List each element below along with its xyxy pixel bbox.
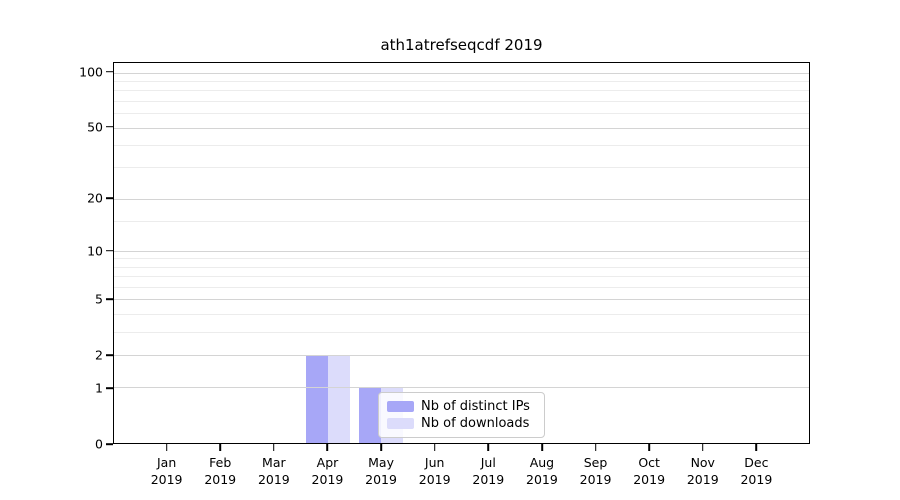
minor-gridline <box>114 258 809 260</box>
y-tick-label: 50 <box>87 119 103 135</box>
x-tick-label: Nov 2019 <box>687 454 719 488</box>
x-tick-month: Dec <box>744 455 769 470</box>
x-tick-mark <box>219 444 222 451</box>
x-tick-label: Dec 2019 <box>740 454 772 488</box>
y-tick-label: 0 <box>95 436 103 452</box>
major-gridline <box>114 72 809 74</box>
y-tick-mark <box>106 443 113 445</box>
major-gridline <box>114 127 809 129</box>
x-tick-month: Nov <box>690 455 715 470</box>
minor-gridline <box>114 220 809 222</box>
minor-gridline <box>114 331 809 333</box>
x-tick-mark <box>273 444 275 451</box>
x-tick-mark <box>648 444 650 451</box>
minor-gridline <box>114 81 809 83</box>
x-axis: Jan 2019 Feb 2019 Mar 2019 Apr 2019 May 2019 Jun 20… <box>113 444 810 500</box>
y-tick-mark <box>106 70 113 73</box>
x-tick-month: Jan <box>156 455 177 470</box>
y-tick-mark <box>106 197 113 200</box>
x-tick-year: 2019 <box>365 472 397 487</box>
bar-apr-series0 <box>305 354 328 443</box>
x-tick-year: 2019 <box>472 472 505 487</box>
x-tick-year: 2019 <box>150 472 183 487</box>
y-tick-label: 2 <box>95 347 103 363</box>
minor-gridline <box>114 90 809 92</box>
y-tick-label: 1 <box>95 380 103 396</box>
x-tick-month: Jun <box>424 455 445 470</box>
legend-label-downloads: Nb of downloads <box>421 416 530 431</box>
y-tick-mark <box>106 298 113 301</box>
minor-gridline <box>114 145 809 147</box>
x-tick-mark <box>433 444 436 451</box>
x-tick-mark <box>541 444 543 451</box>
minor-gridline <box>114 100 809 102</box>
y-tick-mark <box>106 387 113 389</box>
x-tick-label: May 2019 <box>365 454 397 488</box>
y-tick-mark <box>106 354 113 357</box>
y-tick-label: 100 <box>79 64 103 80</box>
y-axis: 0 1 2 5 10 20 50 100 <box>0 62 113 452</box>
x-tick-label: Jun 2019 <box>419 454 451 488</box>
major-gridline <box>114 387 809 389</box>
x-tick-month: Jul <box>480 455 496 470</box>
x-tick-month: Apr <box>316 455 339 470</box>
x-tick-label: Feb 2019 <box>204 454 236 488</box>
legend-swatch-downloads <box>387 418 414 429</box>
y-tick-label: 5 <box>95 291 103 307</box>
legend: Nb of distinct IPs Nb of downloads <box>378 392 545 438</box>
x-tick-mark <box>755 444 758 451</box>
major-gridline <box>114 354 809 356</box>
x-tick-month: Aug <box>529 455 555 470</box>
x-tick-year: 2019 <box>418 472 451 487</box>
minor-gridline <box>114 276 809 278</box>
y-tick-label: 20 <box>87 190 103 206</box>
x-tick-label: Mar 2019 <box>258 454 290 488</box>
x-tick-year: 2019 <box>633 472 666 487</box>
x-tick-mark <box>380 444 382 451</box>
legend-item-downloads: Nb of downloads <box>387 416 536 431</box>
y-tick-mark <box>106 126 113 128</box>
x-tick-mark <box>487 444 490 451</box>
x-tick-mark <box>326 444 329 451</box>
minor-gridline <box>114 266 809 268</box>
bar-may-series0 <box>359 387 382 443</box>
x-tick-month: May <box>368 455 394 470</box>
x-tick-month: Mar <box>262 455 286 470</box>
x-tick-year: 2019 <box>204 472 237 487</box>
minor-gridline <box>114 167 809 169</box>
x-tick-year: 2019 <box>686 472 719 487</box>
legend-item-distinct-ips: Nb of distinct IPs <box>387 399 536 414</box>
x-tick-label: Apr 2019 <box>312 454 344 488</box>
minor-gridline <box>114 113 809 115</box>
legend-swatch-distinct-ips <box>387 401 414 412</box>
x-tick-year: 2019 <box>526 472 558 487</box>
x-tick-label: Aug 2019 <box>526 454 558 488</box>
major-gridline <box>114 198 809 200</box>
major-gridline <box>114 250 809 252</box>
x-tick-year: 2019 <box>311 472 344 487</box>
x-tick-year: 2019 <box>740 472 773 487</box>
x-tick-month: Sep <box>583 455 608 470</box>
x-tick-year: 2019 <box>257 472 290 487</box>
x-tick-mark <box>701 444 704 451</box>
plot-area: Nb of distinct IPs Nb of downloads <box>113 62 810 444</box>
x-tick-label: Jul 2019 <box>472 454 504 488</box>
x-tick-month: Feb <box>209 455 232 470</box>
chart-title: ath1atrefseqcdf 2019 <box>380 36 543 54</box>
y-tick-mark <box>106 249 113 252</box>
bar-apr-series1 <box>327 354 350 443</box>
x-tick-label: Oct 2019 <box>633 454 665 488</box>
legend-label-distinct-ips: Nb of distinct IPs <box>421 399 530 414</box>
minor-gridline <box>114 313 809 315</box>
x-tick-mark <box>165 444 168 451</box>
minor-gridline <box>114 286 809 288</box>
x-tick-label: Jan 2019 <box>151 454 183 488</box>
y-tick-label: 10 <box>87 243 103 259</box>
x-tick-label: Sep 2019 <box>580 454 612 488</box>
x-tick-month: Oct <box>638 455 660 470</box>
major-gridline <box>114 299 809 301</box>
x-tick-year: 2019 <box>579 472 612 487</box>
x-tick-mark <box>594 444 597 451</box>
